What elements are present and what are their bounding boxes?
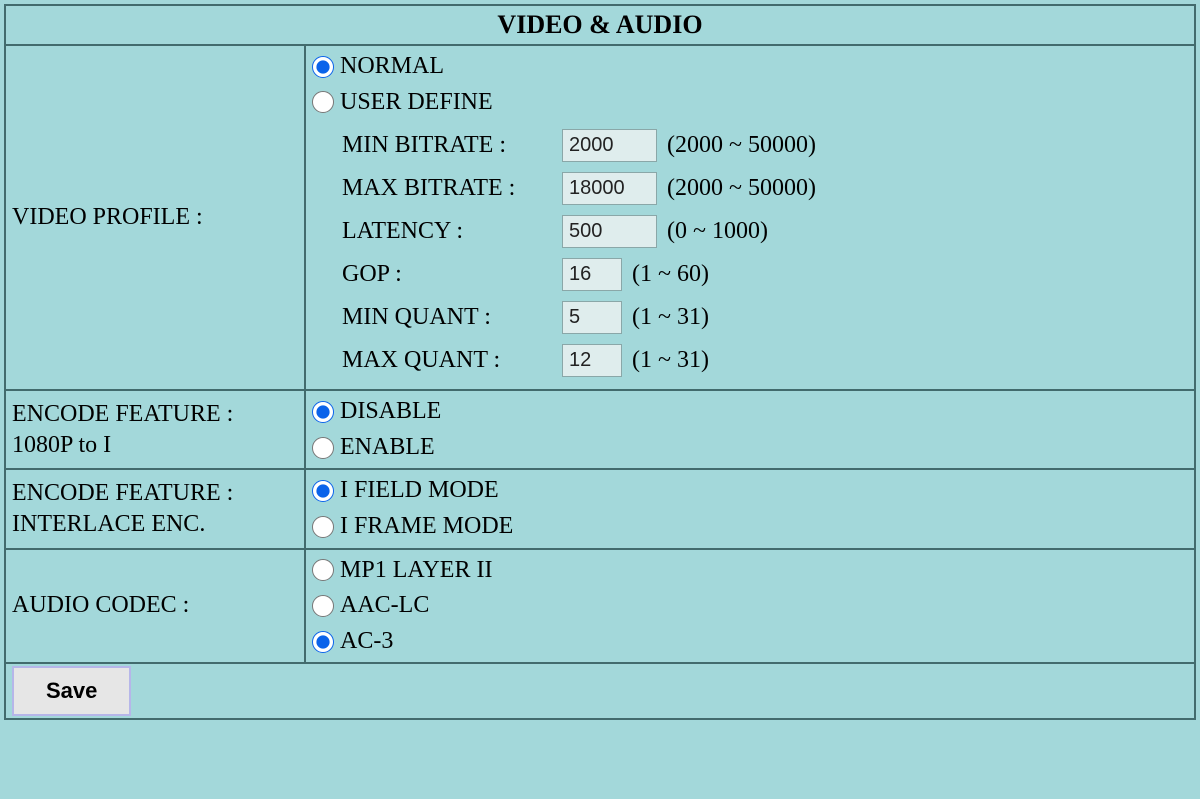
radio-enable[interactable] [312, 437, 334, 459]
radio-normal-row[interactable]: NORMAL [312, 50, 1188, 84]
param-min-quant-range: (1 ~ 31) [632, 304, 709, 331]
param-max-quant-range: (1 ~ 31) [632, 347, 709, 374]
param-latency-range: (0 ~ 1000) [667, 218, 768, 245]
param-min-quant-label: MIN QUANT : [342, 304, 562, 331]
radio-user-define-label: USER DEFINE [340, 86, 493, 120]
label-audio-codec: AUDIO CODEC : [5, 549, 305, 664]
radio-ifield[interactable] [312, 480, 334, 502]
input-max-bitrate[interactable] [562, 172, 657, 205]
radio-disable-row[interactable]: DISABLE [312, 395, 1188, 429]
radio-enable-label: ENABLE [340, 431, 435, 465]
input-min-bitrate[interactable] [562, 129, 657, 162]
param-lines: MIN BITRATE : (2000 ~ 50000) MAX BITRATE… [342, 129, 1188, 377]
input-latency[interactable] [562, 215, 657, 248]
radio-disable-label: DISABLE [340, 395, 441, 429]
radio-mp1-row[interactable]: MP1 LAYER II [312, 554, 1188, 588]
row-video-profile: VIDEO PROFILE : NORMAL USER DEFINE MIN B… [5, 45, 1195, 390]
video-audio-table: VIDEO & AUDIO VIDEO PROFILE : NORMAL USE… [4, 4, 1196, 720]
radio-normal[interactable] [312, 56, 334, 78]
value-video-profile: NORMAL USER DEFINE MIN BITRATE : (2000 ~… [305, 45, 1195, 390]
label-encode-1080p: ENCODE FEATURE : 1080P to I [5, 390, 305, 469]
radio-normal-label: NORMAL [340, 50, 444, 84]
radio-user-define[interactable] [312, 91, 334, 113]
save-button[interactable]: Save [12, 666, 131, 716]
row-save: Save [5, 663, 1195, 719]
radio-ac3-row[interactable]: AC-3 [312, 625, 1188, 659]
radio-iframe[interactable] [312, 516, 334, 538]
value-encode-interlace: I FIELD MODE I FRAME MODE [305, 469, 1195, 548]
radio-enable-row[interactable]: ENABLE [312, 431, 1188, 465]
input-min-quant[interactable] [562, 301, 622, 334]
label-encode-interlace: ENCODE FEATURE : INTERLACE ENC. [5, 469, 305, 548]
section-header: VIDEO & AUDIO [5, 5, 1195, 45]
radio-iframe-row[interactable]: I FRAME MODE [312, 510, 1188, 544]
param-gop-range: (1 ~ 60) [632, 261, 709, 288]
param-max-bitrate: MAX BITRATE : (2000 ~ 50000) [342, 172, 1188, 205]
param-gop-label: GOP : [342, 261, 562, 288]
radio-disable[interactable] [312, 401, 334, 423]
param-latency-label: LATENCY : [342, 218, 562, 245]
value-encode-1080p: DISABLE ENABLE [305, 390, 1195, 469]
radio-aac-row[interactable]: AAC-LC [312, 589, 1188, 623]
param-max-bitrate-range: (2000 ~ 50000) [667, 175, 816, 202]
row-encode-1080p: ENCODE FEATURE : 1080P to I DISABLE ENAB… [5, 390, 1195, 469]
label-video-profile: VIDEO PROFILE : [5, 45, 305, 390]
row-audio-codec: AUDIO CODEC : MP1 LAYER II AAC-LC AC-3 [5, 549, 1195, 664]
param-max-bitrate-label: MAX BITRATE : [342, 175, 562, 202]
radio-mp1[interactable] [312, 559, 334, 581]
input-gop[interactable] [562, 258, 622, 291]
radio-aac[interactable] [312, 595, 334, 617]
row-encode-interlace: ENCODE FEATURE : INTERLACE ENC. I FIELD … [5, 469, 1195, 548]
input-max-quant[interactable] [562, 344, 622, 377]
radio-ac3[interactable] [312, 631, 334, 653]
value-audio-codec: MP1 LAYER II AAC-LC AC-3 [305, 549, 1195, 664]
param-min-bitrate-label: MIN BITRATE : [342, 132, 562, 159]
param-latency: LATENCY : (0 ~ 1000) [342, 215, 1188, 248]
param-min-bitrate-range: (2000 ~ 50000) [667, 132, 816, 159]
radio-ac3-label: AC-3 [340, 625, 393, 659]
param-min-quant: MIN QUANT : (1 ~ 31) [342, 301, 1188, 334]
param-gop: GOP : (1 ~ 60) [342, 258, 1188, 291]
radio-aac-label: AAC-LC [340, 589, 429, 623]
radio-ifield-label: I FIELD MODE [340, 474, 499, 508]
param-min-bitrate: MIN BITRATE : (2000 ~ 50000) [342, 129, 1188, 162]
radio-mp1-label: MP1 LAYER II [340, 554, 492, 588]
radio-ifield-row[interactable]: I FIELD MODE [312, 474, 1188, 508]
radio-user-define-row[interactable]: USER DEFINE [312, 86, 1188, 120]
param-max-quant: MAX QUANT : (1 ~ 31) [342, 344, 1188, 377]
param-max-quant-label: MAX QUANT : [342, 347, 562, 374]
radio-iframe-label: I FRAME MODE [340, 510, 513, 544]
